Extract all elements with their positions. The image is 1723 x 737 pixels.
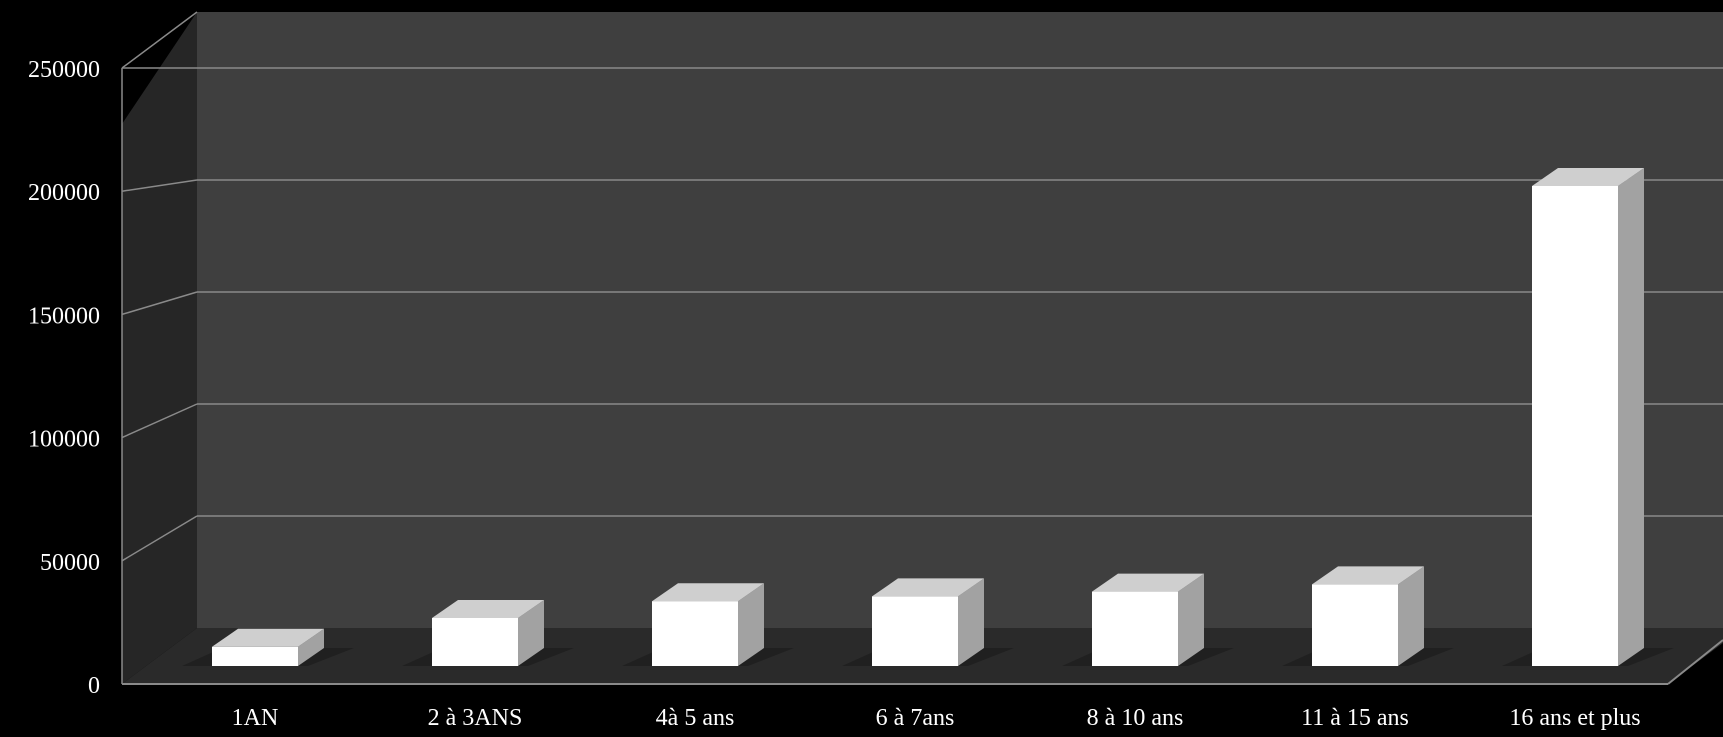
bar-front — [432, 618, 518, 666]
floor-edge-right — [1667, 639, 1723, 685]
bar — [182, 628, 354, 666]
bar — [622, 583, 794, 666]
gridline-side — [121, 179, 198, 192]
bar — [1062, 573, 1234, 666]
bar-top — [652, 583, 764, 602]
bars — [182, 168, 1674, 666]
bar-side — [738, 583, 764, 666]
x-tick-label: 4à 5 ans — [656, 705, 735, 731]
bar-side — [1618, 168, 1644, 666]
x-tick-label: 1AN — [232, 705, 279, 731]
bar-side — [1398, 566, 1424, 666]
bar-top — [1092, 573, 1204, 592]
x-tick-label: 6 à 7ans — [876, 705, 955, 731]
bar-front — [1532, 186, 1618, 666]
bar-front — [212, 646, 298, 666]
y-tick-label: 100000 — [28, 427, 100, 453]
bar-side — [958, 578, 984, 666]
y-tick-label: 250000 — [28, 57, 100, 83]
gridline-side — [121, 515, 198, 562]
bar — [1502, 168, 1674, 666]
bar-side — [1178, 573, 1204, 666]
bar — [402, 600, 574, 666]
x-axis-ticks: 1AN 2 à 3ANS 4à 5 ans 6 à 7ans 8 à 10 ans 11 … — [232, 705, 1641, 731]
bar-top — [1532, 168, 1644, 186]
back-wall — [197, 12, 1723, 628]
bar — [1282, 566, 1454, 666]
bar-top — [1312, 566, 1424, 585]
gridline-side — [121, 403, 198, 439]
side-wall — [122, 12, 197, 684]
bar-side — [518, 600, 544, 666]
x-tick-label: 16 ans et plus — [1509, 705, 1640, 731]
y-tick-label: 50000 — [40, 550, 100, 576]
bar-front — [872, 596, 958, 666]
bar-top — [432, 600, 544, 618]
bar-front — [1312, 584, 1398, 666]
y-tick-label: 0 — [88, 673, 100, 699]
gridlines — [121, 11, 1723, 685]
side-wall-top-edge — [121, 11, 198, 69]
bar-front — [652, 601, 738, 666]
y-axis-ticks: 0 50000 100000 150000 200000 250000 — [28, 57, 100, 699]
x-tick-label: 11 à 15 ans — [1301, 705, 1409, 731]
x-tick-label: 8 à 10 ans — [1087, 705, 1184, 731]
bar-top — [872, 578, 984, 597]
y-tick-label: 200000 — [28, 180, 100, 206]
y-tick-label: 150000 — [28, 303, 100, 329]
bar-front — [1092, 591, 1178, 666]
bar-top — [212, 628, 324, 647]
gridline-side — [121, 291, 198, 316]
bar — [842, 578, 1014, 666]
bar-side — [298, 628, 324, 666]
x-tick-label: 2 à 3ANS — [428, 705, 523, 731]
